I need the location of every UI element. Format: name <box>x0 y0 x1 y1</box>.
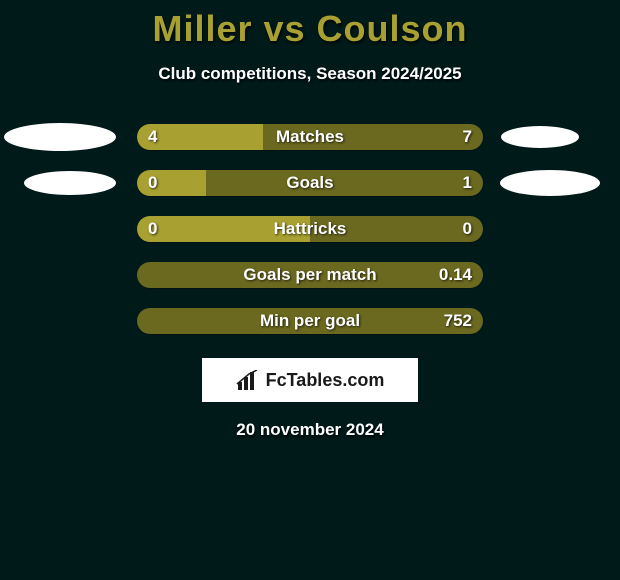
logo-text: FcTables.com <box>266 370 385 391</box>
bar-label: Goals per match <box>243 265 376 285</box>
player-marker <box>501 126 579 148</box>
chart-area: Matches 4 7 Goals 0 1 Hattricks 0 0 Goals per mat… <box>0 114 620 344</box>
logo-box[interactable]: FcTables.com <box>202 358 418 402</box>
subtitle: Club competitions, Season 2024/2025 <box>0 64 620 84</box>
value-right: 0.14 <box>439 265 472 285</box>
value-left: 4 <box>148 127 157 147</box>
value-left: 0 <box>148 173 157 193</box>
player-marker <box>24 171 116 195</box>
bar-label: Matches <box>276 127 344 147</box>
bar-right <box>206 170 483 196</box>
page-title: Miller vs Coulson <box>0 8 620 50</box>
stat-row: Hattricks 0 0 <box>0 206 620 252</box>
bars-icon <box>236 370 260 390</box>
player-marker <box>4 123 116 151</box>
bar-label: Min per goal <box>260 311 360 331</box>
value-left: 0 <box>148 219 157 239</box>
value-right: 752 <box>444 311 472 331</box>
value-right: 0 <box>463 219 472 239</box>
value-right: 1 <box>463 173 472 193</box>
date-text: 20 november 2024 <box>0 420 620 440</box>
stat-row: Min per goal 752 <box>0 298 620 344</box>
value-right: 7 <box>463 127 472 147</box>
stat-row: Goals per match 0.14 <box>0 252 620 298</box>
bar-label: Hattricks <box>274 219 347 239</box>
stat-row: Matches 4 7 <box>0 114 620 160</box>
bar-label: Goals <box>286 173 333 193</box>
stat-row: Goals 0 1 <box>0 160 620 206</box>
comparison-card: Miller vs Coulson Club competitions, Sea… <box>0 0 620 440</box>
player-marker <box>500 170 600 196</box>
